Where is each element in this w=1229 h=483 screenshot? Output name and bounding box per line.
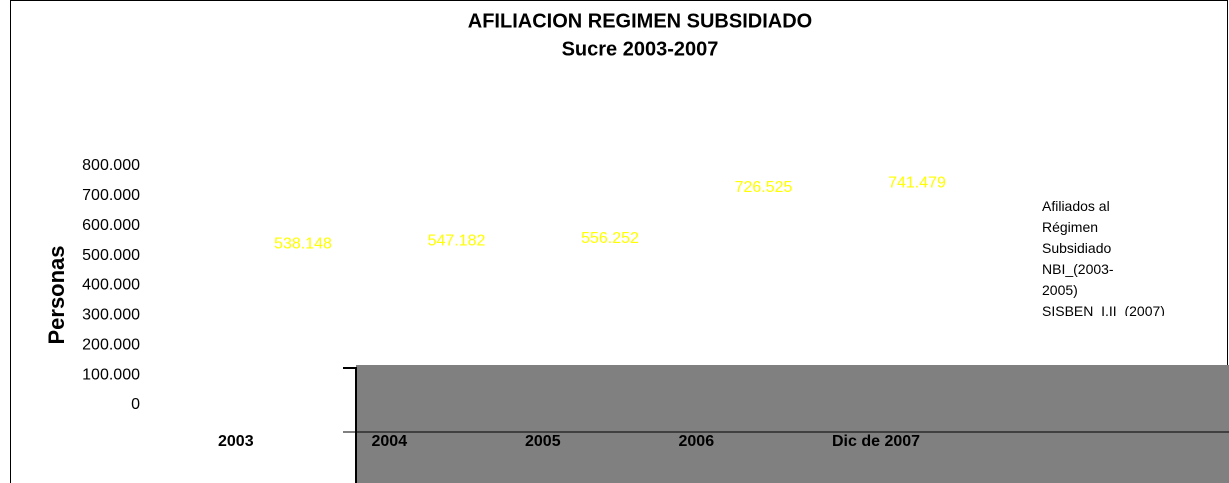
y-tick-label: 500.000 bbox=[82, 247, 140, 264]
y-tick-label: 100.000 bbox=[82, 366, 140, 383]
y-tick-label: 700.000 bbox=[82, 187, 140, 204]
y-tick-label: 600.000 bbox=[82, 217, 140, 234]
plot-background bbox=[356, 365, 1229, 483]
chart-title: AFILIACION REGIMEN SUBSIDIADO bbox=[468, 10, 812, 32]
x-tick-label: 2003 bbox=[218, 433, 254, 450]
frame bbox=[10, 0, 1228, 483]
data-label: 538.148 bbox=[274, 235, 332, 252]
x-tick-label: Dic de 2007 bbox=[832, 433, 920, 450]
y-tick-label: 400.000 bbox=[82, 277, 140, 294]
data-label: 556.252 bbox=[581, 230, 639, 247]
chart-subtitle: Sucre 2003-2007 bbox=[562, 38, 719, 60]
data-label: 726.525 bbox=[735, 179, 793, 196]
x-tick-label: 2006 bbox=[679, 433, 715, 450]
y-axis-title: Personas bbox=[44, 245, 69, 344]
legend: Afiliados al Régimen Subsidiado NBI_(200… bbox=[1042, 198, 1165, 316]
y-tick-label: 0 bbox=[131, 396, 140, 413]
y-tick-label: 200.000 bbox=[82, 336, 140, 353]
legend-entry: Afiliados al Régimen Subsidiado NBI_(200… bbox=[1042, 198, 1165, 316]
data-label: 741.479 bbox=[888, 175, 946, 192]
y-tick-label: 800.000 bbox=[82, 157, 140, 174]
y-tick-label: 300.000 bbox=[82, 307, 140, 324]
x-tick-label: 2004 bbox=[372, 433, 408, 450]
x-tick-label: 2005 bbox=[525, 433, 561, 450]
data-label: 547.182 bbox=[428, 233, 486, 250]
